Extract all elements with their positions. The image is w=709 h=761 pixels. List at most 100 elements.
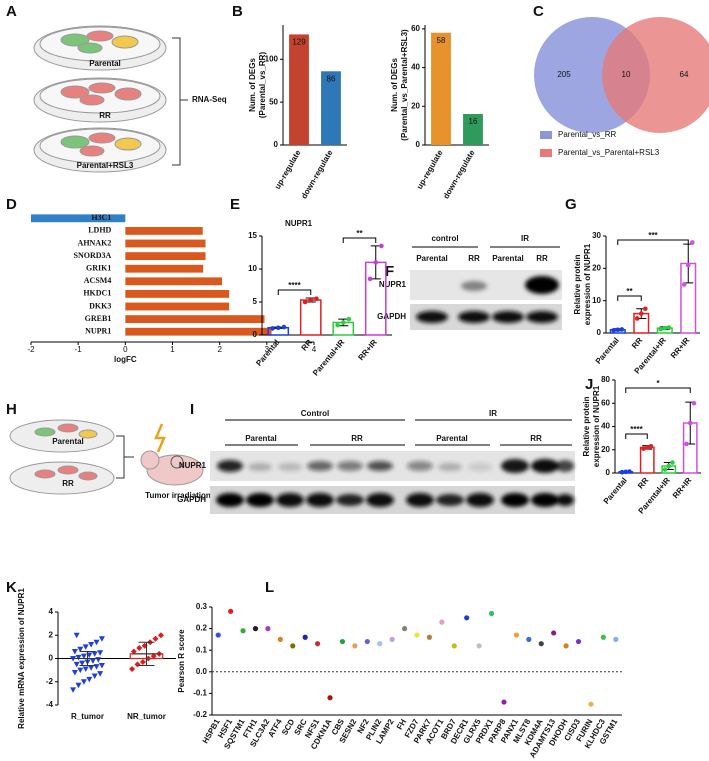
data-point <box>129 665 136 672</box>
data-point <box>501 699 507 705</box>
y-tick-label: 40 <box>601 422 610 431</box>
data-point <box>588 701 594 707</box>
data-point <box>662 325 668 331</box>
data-point <box>136 645 143 652</box>
data-point <box>302 299 308 305</box>
y-tick-label: 4 <box>49 607 54 616</box>
data-point <box>75 654 82 661</box>
x-tick-label: 0 <box>123 345 128 354</box>
y-axis-label: Num. of DEGs <box>390 58 399 112</box>
data-point <box>97 650 104 656</box>
data-point <box>638 311 644 316</box>
bar <box>125 252 206 261</box>
data-point <box>379 243 384 249</box>
y-tick-label: -2 <box>46 677 54 686</box>
y-tick-label: 0 <box>49 654 54 663</box>
data-point <box>685 262 691 268</box>
data-point <box>691 400 697 406</box>
y-tick-label: GREB1 <box>85 314 112 323</box>
data-point <box>666 325 672 330</box>
data-point <box>308 297 314 303</box>
data-point <box>643 306 648 312</box>
panel-letter: C <box>533 3 544 20</box>
y-tick-label: 20 <box>411 101 420 110</box>
x-tick-label: RR+IR <box>671 476 694 501</box>
group-label: Parental <box>245 434 277 443</box>
data-point <box>367 276 373 282</box>
data-point <box>563 643 569 649</box>
bar <box>125 239 206 248</box>
y-tick-label: 15 <box>248 231 257 240</box>
x-tick-label: R_tumor <box>71 712 104 721</box>
data-point <box>91 673 98 679</box>
y-tick-label: LDHD <box>88 226 111 235</box>
y-tick-label: 0.2 <box>196 624 208 633</box>
data-point <box>79 660 86 667</box>
treatment-label: Tumor irradiation <box>145 491 211 500</box>
data-point <box>150 653 157 660</box>
y-tick-label: 5 <box>253 297 258 306</box>
group-label: RR <box>536 254 548 263</box>
data-point <box>340 320 346 325</box>
data-point <box>95 657 102 663</box>
x-tick-label: down-regulate <box>441 148 476 200</box>
x-tick-label: RR+IR <box>356 338 379 363</box>
panel-letter: K <box>6 579 17 596</box>
y-tick-label: 80 <box>601 375 610 384</box>
y-tick-label: 0 <box>606 468 611 477</box>
venn-count: 10 <box>622 70 631 79</box>
data-point <box>277 636 283 643</box>
data-point <box>389 636 395 643</box>
data-point <box>314 296 319 302</box>
bar <box>321 71 341 145</box>
significance-bracket <box>617 295 642 301</box>
data-point <box>73 632 80 639</box>
group-label: Parental <box>416 254 448 263</box>
data-point <box>75 682 82 689</box>
data-point <box>134 661 141 668</box>
data-point <box>611 328 616 333</box>
y-tick-label: HKDC1 <box>83 289 111 298</box>
data-point <box>600 634 606 640</box>
data-point <box>619 469 625 475</box>
data-point <box>623 469 629 475</box>
data-point <box>613 636 619 643</box>
y-tick-label: 60 <box>601 398 610 407</box>
panel-letter: H <box>6 401 17 418</box>
data-point <box>70 656 77 662</box>
data-point <box>648 443 654 449</box>
bar <box>463 114 483 145</box>
data-point <box>86 676 93 683</box>
data-point <box>270 326 275 331</box>
data-point <box>275 325 281 331</box>
group-label: Parental <box>436 434 468 443</box>
group-label: Parental <box>89 59 121 68</box>
x-tick-label: 2 <box>217 345 222 354</box>
data-point <box>538 641 544 647</box>
error-bar <box>73 651 102 666</box>
legend-swatch <box>540 131 552 139</box>
data-point <box>152 635 159 642</box>
panel-letter: A <box>6 3 17 20</box>
data-point <box>97 671 104 677</box>
data-point <box>619 327 625 332</box>
venn-count: 205 <box>557 70 571 79</box>
x-tick-label: RR+IR <box>669 336 692 361</box>
data-point <box>315 641 321 647</box>
data-point <box>687 420 693 426</box>
data-point <box>339 638 346 645</box>
data-point <box>644 445 650 450</box>
y-tick-label: 0.0 <box>196 667 208 676</box>
data-point <box>157 632 164 639</box>
panel-letter: I <box>190 401 194 418</box>
group-label: RR <box>62 479 74 488</box>
data-point <box>91 651 98 657</box>
y-tick-label: 20 <box>601 445 610 454</box>
data-point <box>426 634 433 640</box>
x-tick-label: up-regulate <box>415 148 445 191</box>
y-axis-label: expression of NUPR1 <box>583 243 592 325</box>
y-axis-label: Relative mRNA expression of NUPR1 <box>17 588 26 729</box>
data-point <box>641 446 646 451</box>
data-point <box>93 664 100 670</box>
